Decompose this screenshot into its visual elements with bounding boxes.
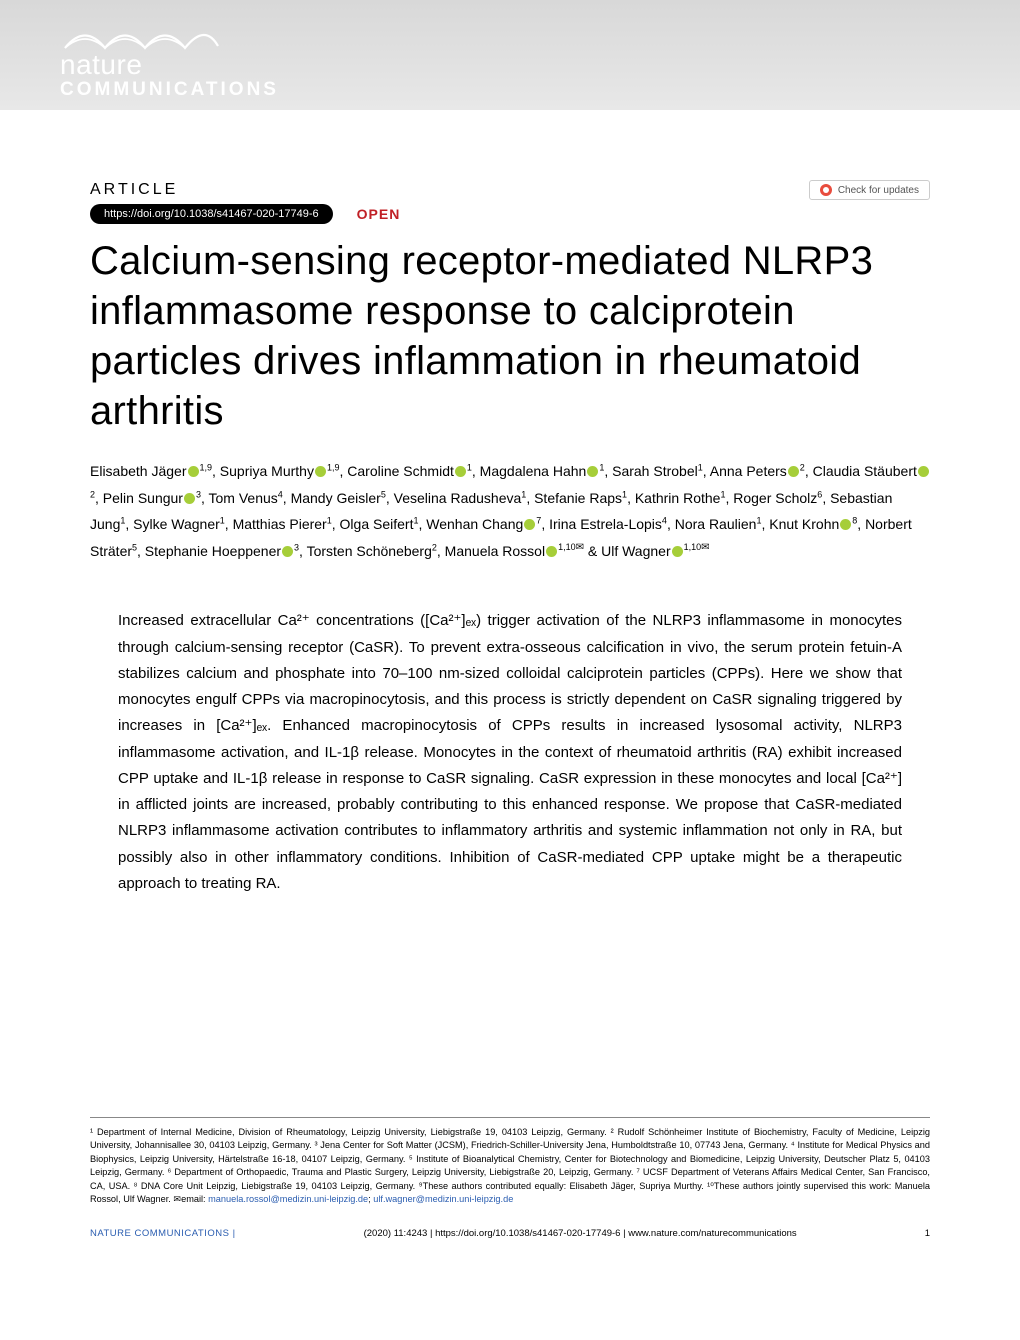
orcid-icon	[455, 466, 466, 477]
brand-nature: nature	[60, 51, 1020, 79]
email-link-1[interactable]: manuela.rossol@medizin.uni-leipzig.de	[208, 1194, 368, 1204]
page-content: ARTICLE Check for updates https://doi.or…	[0, 110, 1020, 1269]
check-updates-button[interactable]: Check for updates	[809, 180, 930, 200]
orcid-icon	[524, 519, 535, 530]
nature-swoosh-icon	[60, 18, 220, 53]
email-link-2[interactable]: ulf.wagner@medizin.uni-leipzig.de	[373, 1194, 513, 1204]
abstract-text: Increased extracellular Ca²⁺ concentrati…	[90, 608, 930, 897]
orcid-icon	[587, 466, 598, 477]
orcid-icon	[672, 546, 683, 557]
footer-journal: NATURE COMMUNICATIONS |	[90, 1228, 236, 1239]
affiliations: ¹ Department of Internal Medicine, Divis…	[90, 1117, 930, 1206]
article-header-row: ARTICLE Check for updates	[90, 180, 930, 200]
crossmark-icon	[820, 184, 832, 196]
envelope-icon: ✉	[576, 542, 584, 553]
journal-header-band: nature COMMUNICATIONS	[0, 0, 1020, 110]
brand-communications: COMMUNICATIONS	[60, 79, 1020, 101]
orcid-icon	[315, 466, 326, 477]
orcid-icon	[918, 466, 929, 477]
envelope-icon: ✉	[701, 542, 709, 553]
author-list: Elisabeth Jäger1,9, Supriya Murthy1,9, C…	[90, 458, 930, 564]
check-updates-label: Check for updates	[838, 185, 919, 196]
journal-logo: nature COMMUNICATIONS	[60, 18, 1020, 101]
orcid-icon	[788, 466, 799, 477]
orcid-icon	[840, 519, 851, 530]
orcid-icon	[282, 546, 293, 557]
page-number: 1	[925, 1228, 930, 1239]
orcid-icon	[184, 493, 195, 504]
footer-citation: (2020) 11:4243 | https://doi.org/10.1038…	[364, 1228, 797, 1239]
page-footer: NATURE COMMUNICATIONS | (2020) 11:4243 |…	[90, 1228, 930, 1239]
orcid-icon	[546, 546, 557, 557]
doi-link[interactable]: https://doi.org/10.1038/s41467-020-17749…	[90, 204, 333, 224]
doi-row: https://doi.org/10.1038/s41467-020-17749…	[90, 204, 930, 224]
affiliations-text: ¹ Department of Internal Medicine, Divis…	[90, 1127, 930, 1204]
orcid-icon	[188, 466, 199, 477]
article-label: ARTICLE	[90, 181, 178, 199]
article-title: Calcium-sensing receptor-mediated NLRP3 …	[90, 236, 930, 436]
open-access-badge: OPEN	[357, 206, 401, 222]
